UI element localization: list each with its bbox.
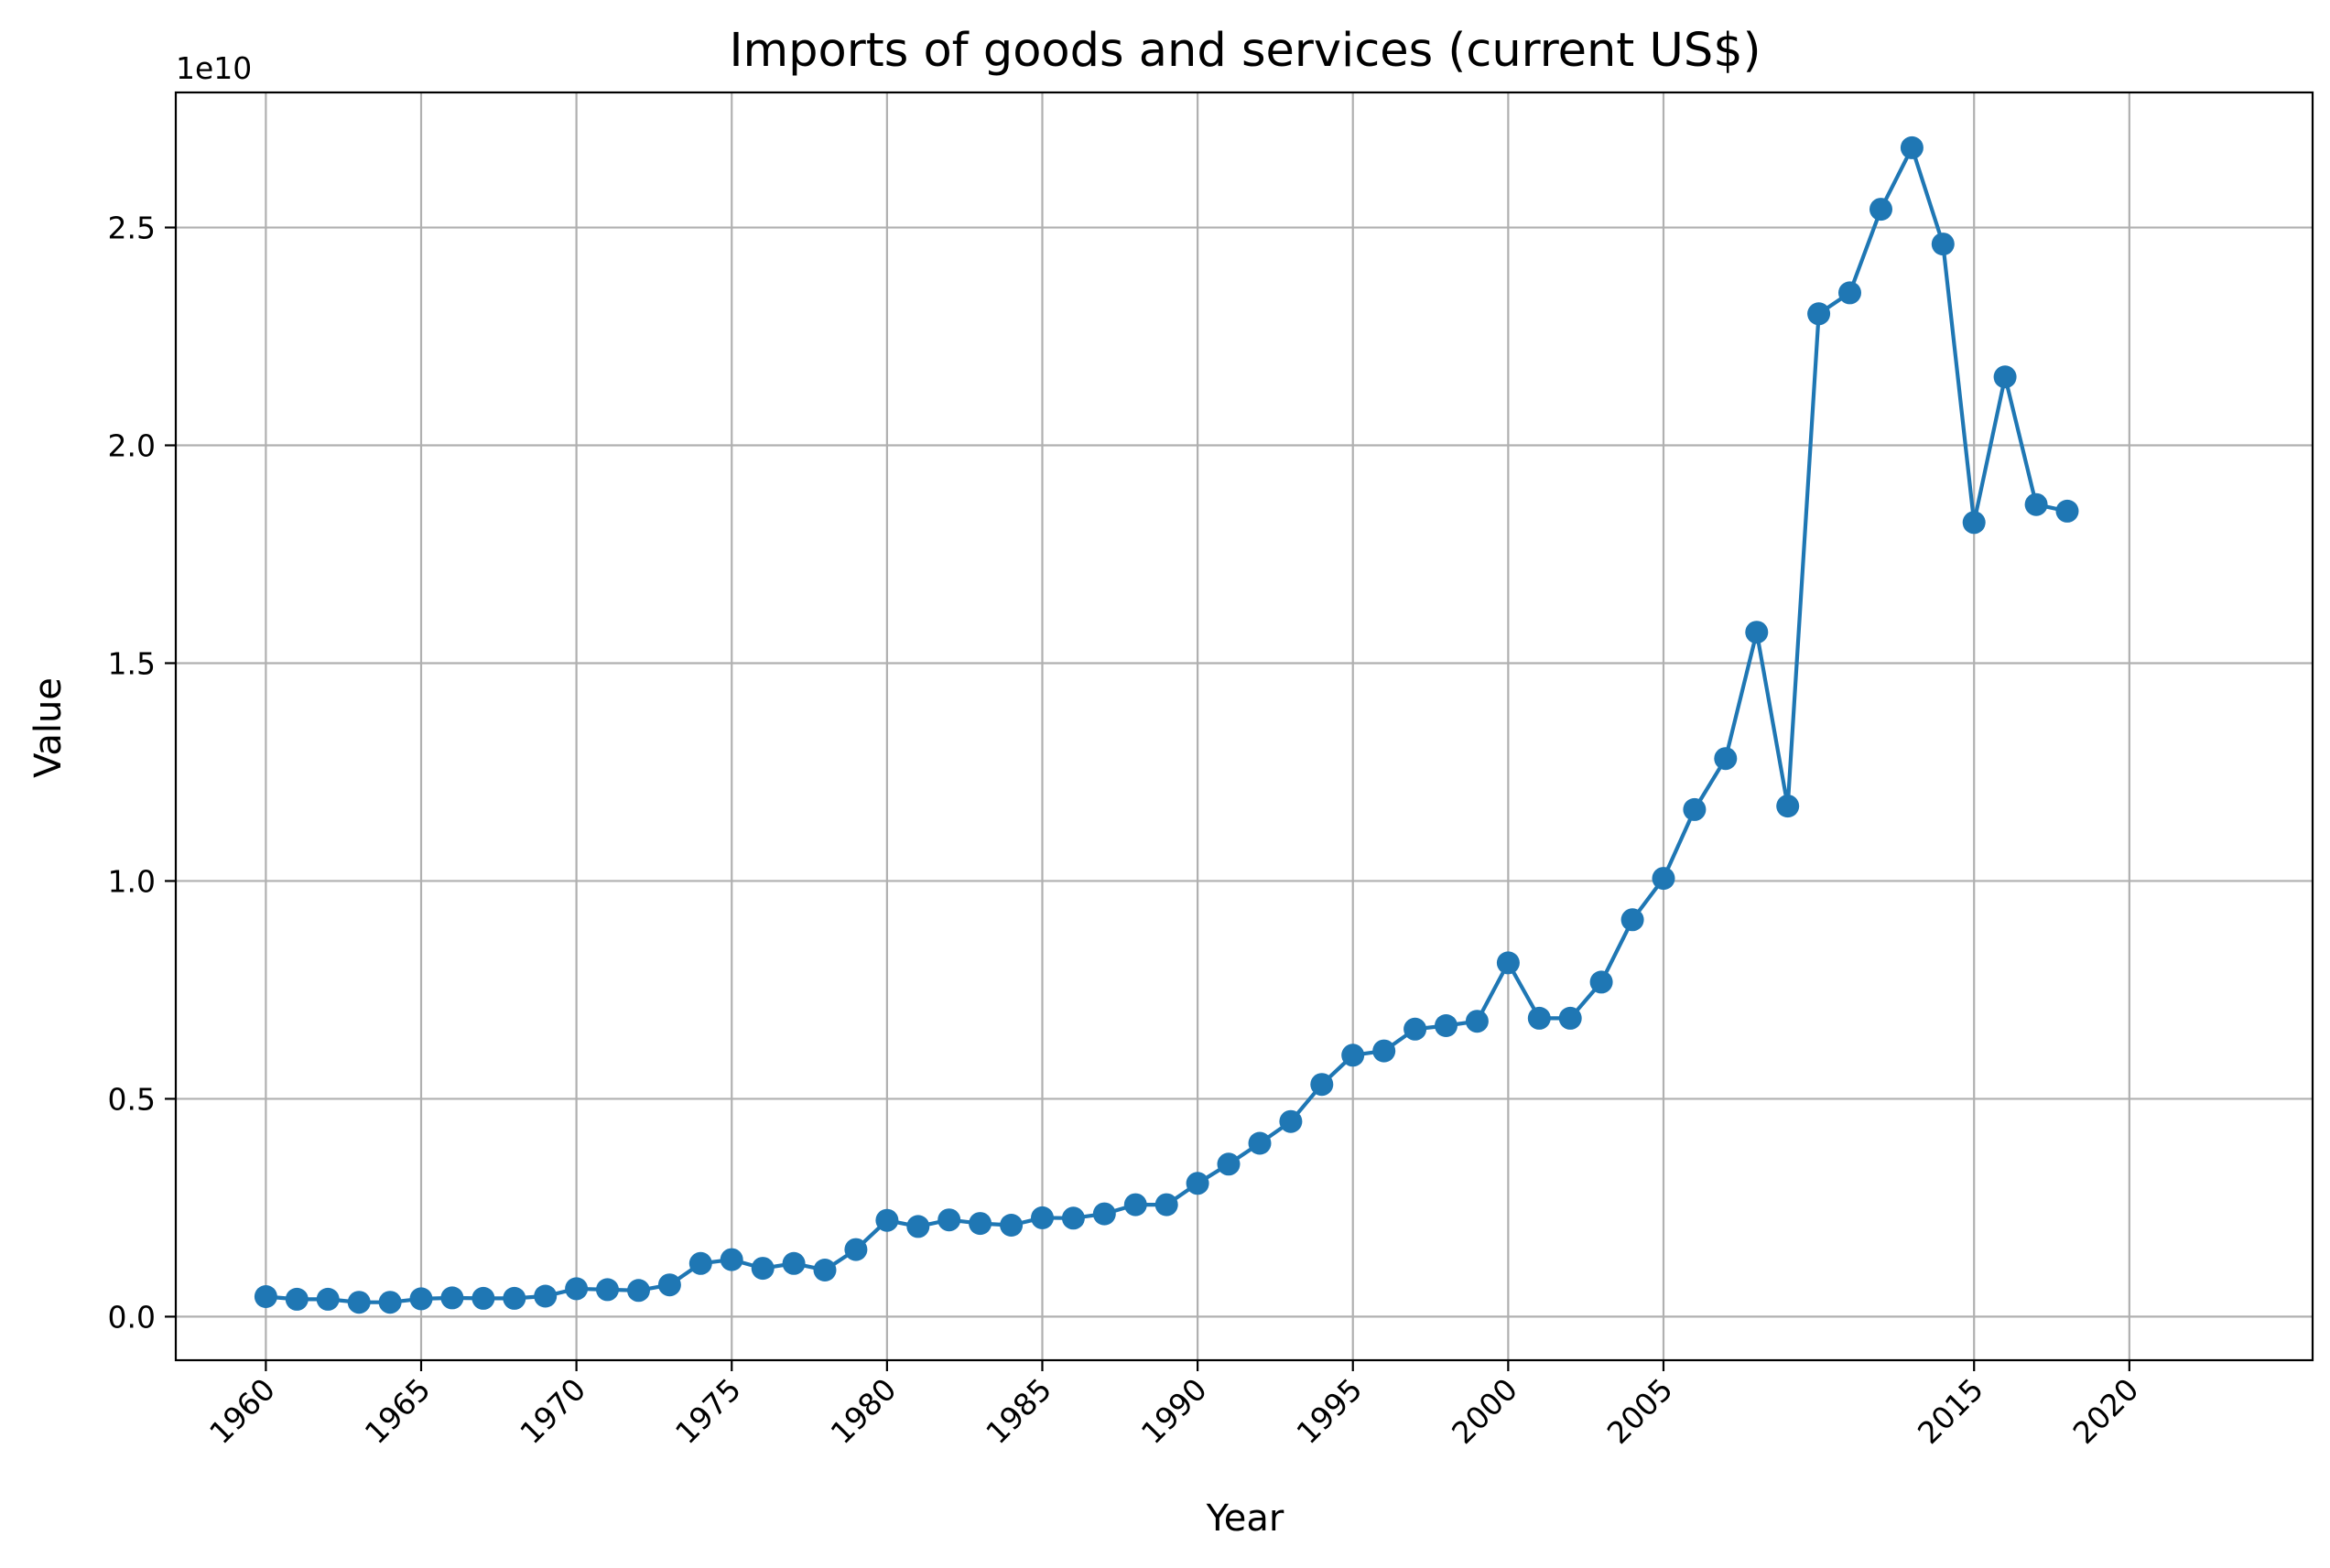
chart-title: Imports of goods and services (current U… — [729, 24, 1761, 78]
data-point — [1092, 1202, 1116, 1226]
data-point — [1217, 1152, 1241, 1176]
data-point — [1496, 951, 1520, 975]
data-point — [1465, 1010, 1489, 1033]
data-point — [1558, 1006, 1582, 1030]
data-point — [1745, 621, 1769, 644]
data-point — [1279, 1109, 1303, 1133]
data-point — [534, 1284, 558, 1308]
data-point — [751, 1257, 775, 1281]
y-tick-label: 0.5 — [108, 1081, 156, 1117]
series-layer — [254, 135, 2079, 1314]
data-point — [1683, 797, 1707, 821]
data-point — [1061, 1206, 1085, 1230]
data-point — [1123, 1193, 1147, 1217]
data-point — [1154, 1193, 1178, 1217]
data-point — [937, 1208, 961, 1232]
data-point — [254, 1285, 277, 1308]
data-point — [285, 1287, 309, 1311]
x-axis-label: Year — [1206, 1498, 1284, 1540]
data-point — [347, 1291, 371, 1314]
y-tick-label: 0.0 — [108, 1299, 156, 1335]
data-point — [565, 1277, 589, 1301]
data-point — [844, 1238, 868, 1261]
data-point — [969, 1212, 992, 1236]
data-point — [1993, 365, 2017, 389]
y-axis-label: Value — [27, 677, 70, 778]
data-point — [1900, 135, 1924, 159]
data-point — [1527, 1006, 1551, 1030]
data-point — [1838, 281, 1861, 305]
data-point — [1186, 1172, 1209, 1195]
data-point — [627, 1279, 650, 1303]
data-point — [1869, 198, 1892, 222]
data-point — [1435, 1014, 1458, 1037]
data-point — [1807, 302, 1831, 326]
data-point — [409, 1287, 433, 1311]
y-tick-label: 2.0 — [108, 428, 156, 464]
data-point — [1341, 1044, 1365, 1067]
data-point — [1372, 1039, 1396, 1063]
plot-frame — [174, 91, 2314, 1362]
data-point — [1589, 970, 1613, 994]
data-point — [503, 1286, 526, 1310]
data-point — [720, 1248, 743, 1271]
data-point — [688, 1251, 712, 1275]
data-point — [2055, 499, 2079, 523]
data-point — [813, 1259, 837, 1281]
data-point — [1652, 867, 1675, 891]
data-point — [2024, 492, 2048, 516]
y-tick-label: 2.5 — [108, 211, 156, 246]
data-point — [1620, 908, 1644, 932]
data-point — [1031, 1206, 1054, 1229]
data-point — [875, 1208, 899, 1232]
data-point — [1776, 795, 1800, 818]
data-point — [1931, 232, 1955, 256]
data-point — [1000, 1214, 1024, 1237]
data-point — [1962, 511, 1986, 535]
data-point — [378, 1291, 402, 1314]
data-point — [471, 1286, 495, 1310]
y-tick-label: 1.5 — [108, 645, 156, 681]
data-point — [1310, 1073, 1334, 1097]
data-point — [1403, 1017, 1427, 1041]
data-point — [657, 1273, 681, 1297]
data-point — [596, 1278, 619, 1302]
data-point — [440, 1286, 464, 1310]
data-point — [782, 1251, 806, 1275]
grid — [176, 92, 2313, 1360]
data-point — [316, 1287, 340, 1311]
y-offset-label: 1e10 — [176, 50, 252, 86]
data-point — [906, 1215, 930, 1238]
data-point — [1248, 1131, 1272, 1155]
data-point — [1714, 747, 1738, 771]
y-tick-label: 1.0 — [108, 863, 156, 899]
